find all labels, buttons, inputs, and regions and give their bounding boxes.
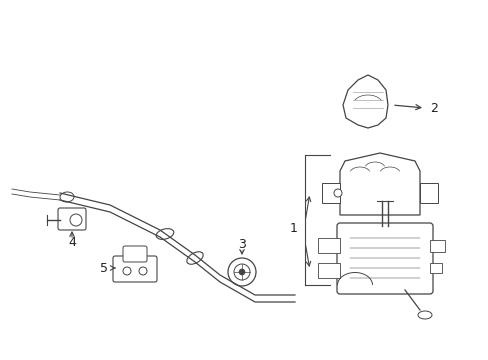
Ellipse shape (186, 252, 203, 264)
Text: 5: 5 (100, 261, 108, 274)
Bar (317, 238, 339, 253)
FancyBboxPatch shape (336, 223, 432, 294)
Circle shape (139, 267, 147, 275)
Bar (419, 183, 437, 203)
Circle shape (234, 264, 249, 280)
FancyBboxPatch shape (123, 246, 147, 262)
Bar (321, 183, 339, 203)
Bar (429, 263, 441, 273)
Ellipse shape (417, 311, 431, 319)
Circle shape (70, 214, 82, 226)
Ellipse shape (60, 192, 74, 202)
Circle shape (239, 269, 244, 275)
Text: 1: 1 (289, 221, 297, 234)
Polygon shape (342, 75, 387, 128)
Circle shape (333, 189, 341, 197)
Circle shape (123, 267, 131, 275)
Circle shape (227, 258, 256, 286)
Text: 2: 2 (429, 102, 437, 114)
Bar (429, 240, 444, 252)
Bar (317, 263, 339, 278)
Polygon shape (339, 153, 419, 215)
Text: 4: 4 (68, 235, 76, 248)
FancyBboxPatch shape (58, 208, 86, 230)
Ellipse shape (156, 229, 173, 239)
Text: 3: 3 (238, 238, 245, 252)
FancyBboxPatch shape (113, 256, 157, 282)
